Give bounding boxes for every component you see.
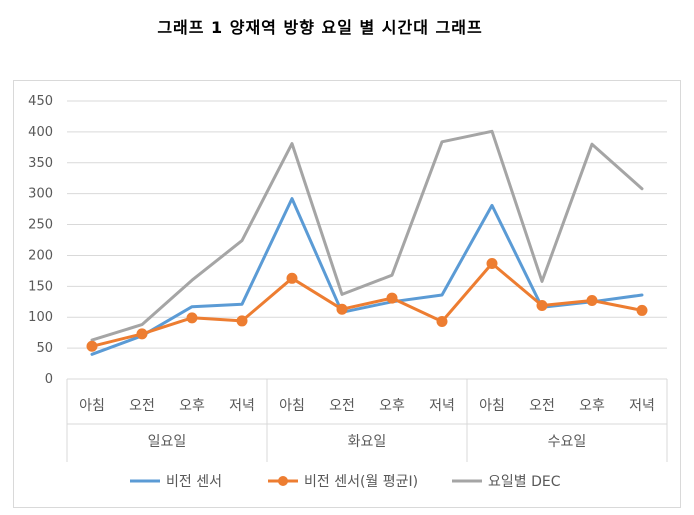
group-label: 일요일 xyxy=(148,434,187,450)
series-point xyxy=(86,340,98,352)
y-tick-label: 250 xyxy=(28,218,53,233)
chart-frame xyxy=(13,80,681,508)
chart-title: 그래프 1 양재역 방향 요일 별 시간대 그래프 xyxy=(157,18,483,37)
x-tick-label: 오전 xyxy=(129,398,155,414)
y-tick-label: 150 xyxy=(28,279,53,294)
y-tick-label: 450 xyxy=(28,94,53,109)
legend-label: 요일별 DEC xyxy=(488,474,561,490)
series-line xyxy=(90,129,644,342)
series-line xyxy=(90,197,644,356)
x-tick-label: 아침 xyxy=(279,398,305,414)
x-tick-label: 저녁 xyxy=(429,398,455,414)
x-tick-label: 오후 xyxy=(579,398,605,414)
series-point xyxy=(186,312,198,324)
series-point xyxy=(486,257,498,269)
x-tick-label: 오후 xyxy=(379,398,405,414)
series-point xyxy=(236,315,248,327)
legend-label: 비전 센서 xyxy=(166,474,222,490)
series-point xyxy=(436,316,448,328)
series-point xyxy=(336,303,348,315)
x-tick-label: 오후 xyxy=(179,398,205,414)
y-tick-label: 0 xyxy=(45,372,53,387)
legend-marker xyxy=(278,476,288,486)
legend-label: 비전 센서(월 평균I) xyxy=(304,474,418,490)
y-tick-label: 200 xyxy=(28,248,53,263)
x-tick-label: 저녁 xyxy=(229,398,255,414)
y-tick-label: 350 xyxy=(28,156,53,171)
y-tick-label: 300 xyxy=(28,187,53,202)
series-point xyxy=(136,328,148,340)
series-point xyxy=(386,292,398,304)
y-tick-label: 100 xyxy=(28,310,53,325)
y-tick-label: 50 xyxy=(36,341,53,356)
y-tick-label: 400 xyxy=(28,125,53,140)
x-tick-label: 저녁 xyxy=(629,398,655,414)
x-tick-label: 아침 xyxy=(479,398,505,414)
group-label: 수요일 xyxy=(548,434,587,450)
group-label: 화요일 xyxy=(348,434,387,450)
x-tick-label: 오전 xyxy=(529,398,555,414)
x-tick-label: 아침 xyxy=(79,398,105,414)
series-line xyxy=(90,262,644,348)
series-point xyxy=(286,272,298,284)
series-point xyxy=(536,299,548,311)
series-point xyxy=(636,304,648,316)
series-point xyxy=(586,295,598,307)
x-tick-label: 오전 xyxy=(329,398,355,414)
